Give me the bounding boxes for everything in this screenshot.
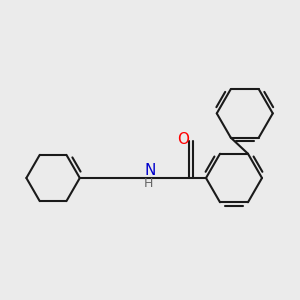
Text: H: H — [144, 177, 153, 190]
Text: N: N — [144, 163, 156, 178]
Text: O: O — [177, 132, 189, 147]
